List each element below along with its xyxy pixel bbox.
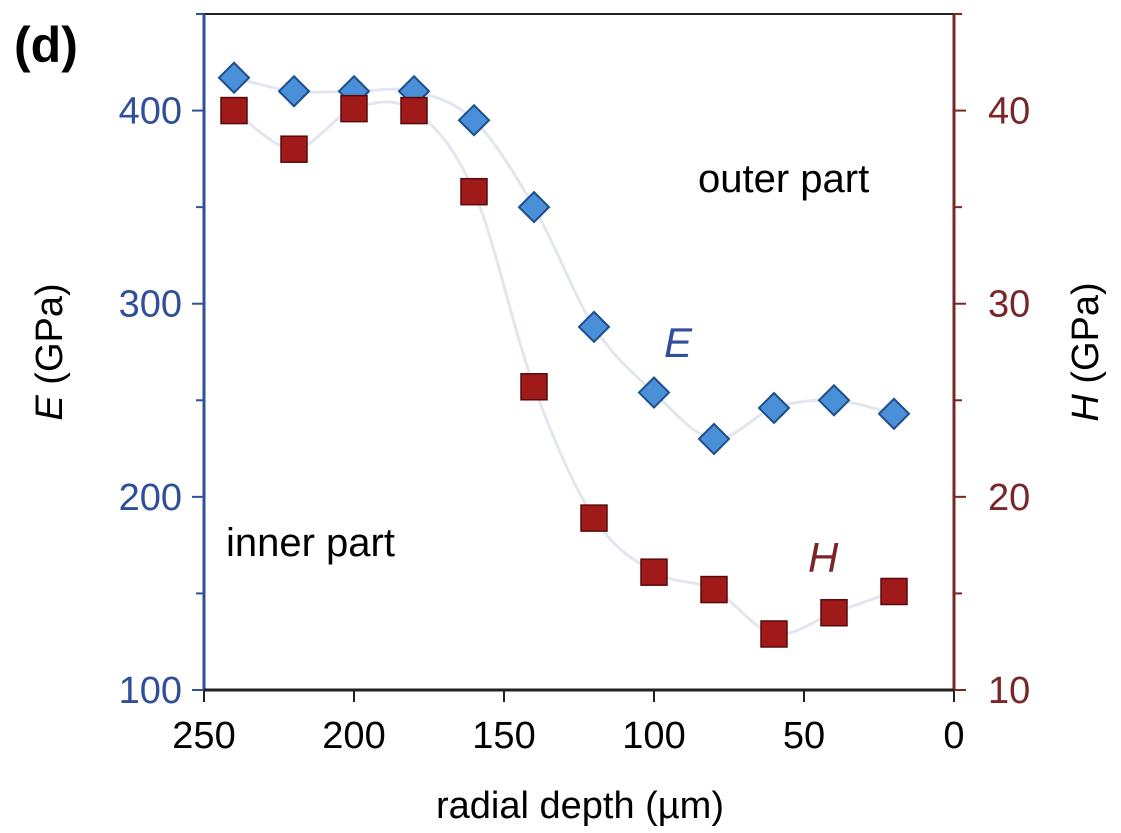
y-axis-left-title: E (GPa) xyxy=(29,283,71,420)
data-point-e xyxy=(697,422,731,456)
data-point-h xyxy=(700,575,728,604)
x-axis-title: radial depth (µm) xyxy=(436,785,724,827)
data-point-e xyxy=(457,103,491,137)
data-point-h xyxy=(580,504,608,532)
y-right-tick-label: 40 xyxy=(988,91,1030,133)
y-axis-right-unit: (GPa) xyxy=(1065,282,1107,394)
x-tick-label: 150 xyxy=(472,715,535,757)
x-tick-label: 100 xyxy=(622,715,685,757)
x-tick-label: 0 xyxy=(943,715,964,757)
y-axis-left-symbol: E xyxy=(29,395,71,421)
y-left-tick-label: 300 xyxy=(119,284,182,326)
axis-ticks: 250 200 150 100 50 0 100 200 300 400 10 20 30 40 xyxy=(119,13,1030,757)
data-point-e xyxy=(217,61,251,95)
data-point-e xyxy=(637,376,671,409)
y-axis-right-symbol: H xyxy=(1065,394,1107,422)
y-right-tick-label: 10 xyxy=(988,670,1030,712)
outer-part-annotation: outer part xyxy=(698,157,869,201)
trend-line-e xyxy=(233,76,895,441)
y-left-tick-label: 400 xyxy=(119,91,182,133)
data-point-e xyxy=(877,397,911,431)
inner-part-annotation: inner part xyxy=(226,521,395,565)
data-point-h xyxy=(520,373,548,401)
data-point-e xyxy=(817,383,851,417)
data-point-h xyxy=(220,96,248,125)
y-left-tick-label: 100 xyxy=(119,670,182,712)
data-point-h xyxy=(340,94,368,123)
y-axis-right-title: H (GPa) xyxy=(1065,282,1107,421)
data-points xyxy=(217,61,911,648)
data-point-e xyxy=(757,391,791,425)
data-point-h xyxy=(820,598,848,627)
x-tick-label: 200 xyxy=(322,715,385,757)
y-axis-left-unit: (GPa) xyxy=(29,283,71,395)
series-label-e: E xyxy=(664,319,693,366)
x-tick-label: 250 xyxy=(172,715,235,757)
data-point-h xyxy=(880,577,908,606)
series-label-h: H xyxy=(808,534,839,581)
data-point-h xyxy=(640,558,668,586)
data-point-e xyxy=(517,190,551,224)
data-point-h xyxy=(760,620,788,648)
data-point-h xyxy=(280,135,308,163)
y-right-tick-label: 30 xyxy=(988,284,1030,326)
data-point-h xyxy=(400,96,428,125)
data-point-h xyxy=(460,177,488,206)
x-tick-label: 50 xyxy=(783,715,825,757)
y-right-tick-label: 20 xyxy=(988,477,1030,519)
data-point-e xyxy=(577,310,611,344)
panel-label: (d) xyxy=(14,17,78,73)
y-left-tick-label: 200 xyxy=(119,477,182,519)
data-point-e xyxy=(277,74,311,108)
